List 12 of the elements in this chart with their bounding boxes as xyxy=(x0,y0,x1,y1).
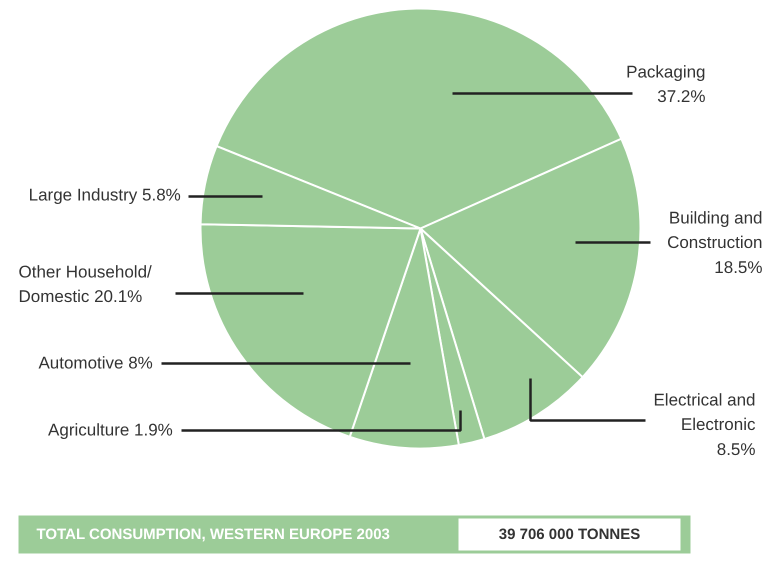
text: TOTAL CONSUMPTION, WESTERN EUROPE 2003 xyxy=(36,526,390,543)
text: 39 706 000 TONNES xyxy=(498,526,640,543)
data-label: 37.2% xyxy=(657,87,706,106)
data-label: 8.5% xyxy=(716,440,756,459)
slice-label: Automotive 8% xyxy=(38,354,153,372)
slice-label: Electrical and Electronic xyxy=(653,390,756,434)
slice-label: Other Household/ Domestic 20.1% xyxy=(18,262,152,306)
slice-label: Agriculture 1.9% xyxy=(48,420,173,440)
slice-label: Packaging xyxy=(626,62,706,82)
slice-label: Large Industry 5.8% xyxy=(28,186,181,204)
data-label: 18.5% xyxy=(714,258,762,277)
slice-label: Building and Construction xyxy=(667,208,763,252)
